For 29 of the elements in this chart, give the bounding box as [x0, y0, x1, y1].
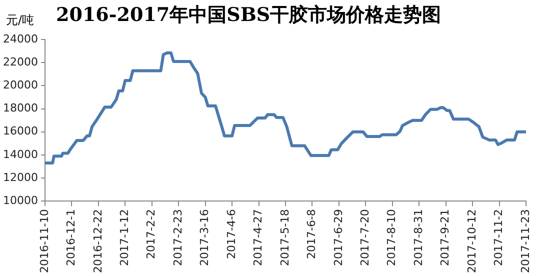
x-tick-label: 2017-4-27 — [252, 209, 265, 266]
x-tick-label: 2017-6-29 — [332, 209, 345, 266]
x-tick-label: 2017-2-23 — [171, 209, 184, 266]
x-tick-label: 2017-4-6 — [224, 209, 238, 260]
x-tick-label: 2017-6-8 — [305, 209, 318, 260]
chart-title: 2016-2017年中国SBS干胶市场价格走势图 — [56, 3, 442, 28]
y-axis-title: 元/吨 — [6, 12, 34, 29]
x-tick-label: 2017-2-2 — [144, 209, 158, 260]
y-tick-label: 12000 — [2, 170, 38, 184]
y-tick-label: 22000 — [2, 56, 38, 69]
x-tick-label: 2017-1-12 — [118, 209, 132, 266]
x-tick-label: 2016-11-10 — [38, 209, 51, 274]
y-tick-label: 20000 — [2, 78, 38, 92]
x-tick-label: 2017-11-23 — [518, 209, 532, 274]
x-tick-label: 2017-11-2 — [492, 209, 506, 266]
x-tick-label: 2017-5-18 — [278, 209, 292, 266]
y-tick-label: 18000 — [2, 102, 38, 115]
x-tick-label: 2016-12-22 — [91, 209, 104, 274]
x-tick-label: 2017-7-20 — [358, 209, 372, 266]
x-tick-label: 2017-3-16 — [198, 209, 212, 266]
x-tick-label: 2016-12-1 — [64, 209, 78, 266]
y-tick-label: 16000 — [2, 124, 38, 138]
x-tick-label: 2017-8-31 — [412, 209, 425, 266]
x-tick-label: 2017-8-10 — [385, 209, 398, 266]
y-tick-label: 24000 — [2, 32, 38, 46]
y-tick-label: 14000 — [2, 148, 38, 161]
y-tick-label: 10000 — [2, 194, 38, 207]
x-tick-label: 2017-9-21 — [438, 209, 452, 266]
x-tick-label: 2017-10-12 — [465, 209, 478, 274]
